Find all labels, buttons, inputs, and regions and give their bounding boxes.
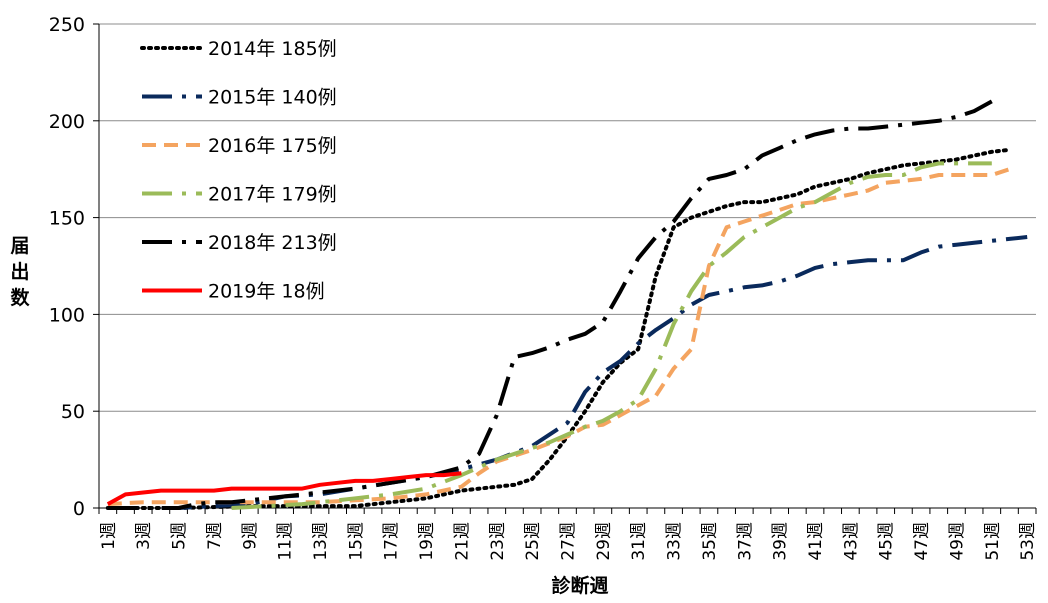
legend-label-1: 2015年 140例: [208, 87, 337, 109]
grid-layer: [99, 23, 1036, 412]
x-tick-label: 11週: [276, 522, 296, 561]
x-tick-label: 5週: [170, 522, 190, 550]
x-tick-label: 33週: [665, 522, 685, 561]
y-tick-label: 50: [61, 401, 85, 423]
legend-label-4: 2018年 213例: [208, 232, 337, 254]
x-tick-label: 51週: [983, 522, 1003, 561]
x-tick-label: 49週: [947, 522, 967, 561]
x-tick-label: 45週: [877, 522, 897, 561]
x-tick-label: 35週: [700, 522, 720, 561]
x-tick-label: 7週: [205, 522, 225, 550]
series-line-5: [106, 471, 462, 506]
x-tick-label: 15週: [346, 522, 366, 561]
series-line-3: [231, 161, 992, 510]
legend: 2014年 185例 2015年 140例 2016年 175例 2017年 179例…: [140, 38, 337, 303]
x-tick-label: 31週: [629, 522, 649, 561]
x-tick-label: 3週: [134, 522, 154, 550]
x-axis-title: 診断週: [551, 574, 608, 597]
series-line-2: [107, 167, 1011, 507]
y-tick-label: 100: [49, 304, 85, 326]
x-tick-label: 41週: [806, 522, 826, 561]
y-tick-label: 250: [49, 14, 85, 36]
x-tick-label: 9週: [240, 522, 260, 550]
series-line-1: [107, 235, 1028, 510]
y-axis-title-char: 届: [10, 235, 29, 257]
x-tick-label: 1週: [99, 522, 119, 550]
x-tick-label: 47週: [912, 522, 932, 561]
x-tick-label: 21週: [452, 522, 472, 561]
legend-label-0: 2014年 185例: [208, 38, 337, 60]
y-axis-title: 届出数: [10, 235, 30, 309]
x-tick-label: 23週: [488, 522, 508, 561]
x-tick-label: 43週: [841, 522, 861, 561]
y-axis-title-char: 数: [10, 286, 30, 309]
legend-label-2: 2016年 175例: [208, 135, 337, 157]
x-tick-label: 19週: [417, 522, 437, 561]
series-line-0: [105, 147, 1012, 510]
x-tick-label: 39週: [771, 522, 791, 561]
y-tick-label: 150: [49, 208, 85, 230]
legend-label-5: 2019年 18例: [208, 281, 325, 303]
y-tick-label: 200: [49, 111, 85, 133]
x-tick-label: 13週: [311, 522, 331, 561]
x-tick-label: 17週: [382, 522, 402, 561]
x-tick-label: 53週: [1018, 522, 1038, 561]
y-tick-label: 0: [73, 498, 85, 520]
axis-layer: 0 50 100 150 200 250 1週 3週 5週 7週 9週 11週 13週 15週 17週 19週…: [49, 14, 1038, 561]
x-tick-label: 37週: [735, 522, 755, 561]
series-layer: [105, 99, 1028, 510]
x-tick-label: 25週: [523, 522, 543, 561]
y-axis-title-char: 出: [10, 260, 29, 283]
x-tick-label: 27週: [559, 522, 579, 561]
legend-label-3: 2017年 179例: [208, 184, 337, 206]
x-tick-label: 29週: [594, 522, 614, 561]
series-line-4: [107, 99, 993, 510]
